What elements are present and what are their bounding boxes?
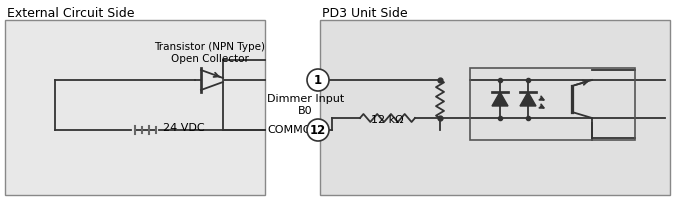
Text: 1: 1 xyxy=(314,73,322,86)
Text: Dimmer Input
B0: Dimmer Input B0 xyxy=(267,94,344,116)
Text: 12 kΩ: 12 kΩ xyxy=(371,115,404,125)
Text: PD3 Unit Side: PD3 Unit Side xyxy=(322,7,407,20)
Bar xyxy=(320,20,670,195)
Text: External Circuit Side: External Circuit Side xyxy=(7,7,135,20)
Text: 24 VDC: 24 VDC xyxy=(163,123,205,133)
Circle shape xyxy=(307,119,329,141)
Bar xyxy=(5,20,265,195)
Text: 12: 12 xyxy=(310,123,326,136)
Bar xyxy=(470,68,635,140)
Text: COMMON: COMMON xyxy=(267,125,320,135)
Circle shape xyxy=(307,69,329,91)
Polygon shape xyxy=(492,92,508,106)
Text: Transistor (NPN Type)
Open Collector: Transistor (NPN Type) Open Collector xyxy=(154,42,265,64)
Polygon shape xyxy=(520,92,536,106)
